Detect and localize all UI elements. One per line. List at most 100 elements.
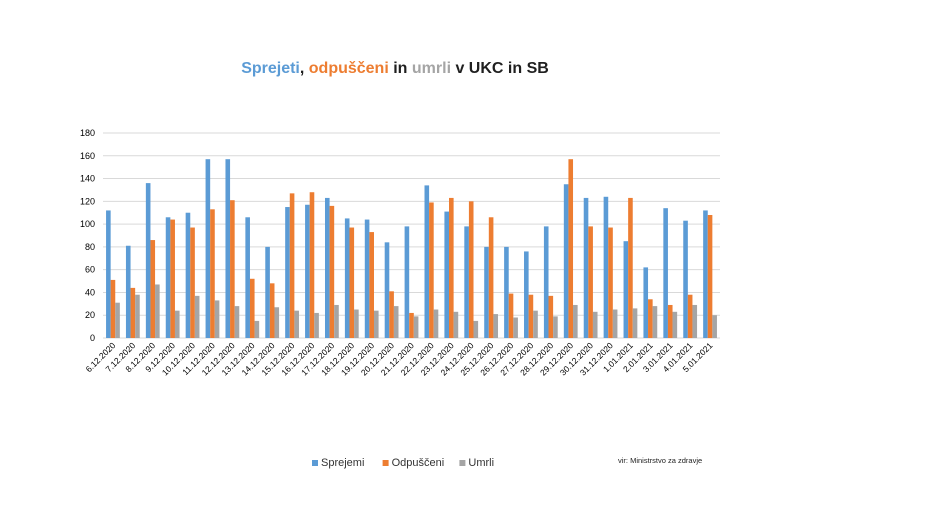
source-note: vir: Ministrstvo za zdravje	[618, 456, 702, 465]
bar-umrli	[533, 310, 538, 338]
bar-sprejemi	[265, 246, 270, 338]
bar-umrli	[573, 304, 578, 338]
bar-sprejemi	[125, 245, 131, 338]
legend-swatch	[459, 460, 466, 466]
bar-umrli	[373, 310, 379, 338]
bar-sprejemi	[285, 207, 290, 338]
bar-umrli	[194, 295, 200, 338]
bar-umrli	[612, 309, 618, 338]
bar-odpueni	[608, 227, 613, 338]
bar-odpueni	[289, 193, 295, 338]
bar-umrli	[493, 314, 499, 338]
y-tick-label: 140	[80, 174, 95, 184]
bar-sprejemi	[424, 185, 430, 338]
bar-sprejemi	[583, 197, 589, 338]
bar-odpueni	[210, 209, 215, 338]
bar-odpueni	[389, 291, 394, 338]
bar-odpueni	[409, 312, 414, 338]
bar-sprejemi	[205, 159, 211, 338]
bar-sprejemi	[305, 204, 310, 338]
y-tick-label: 180	[80, 128, 95, 138]
bar-sprejemi	[245, 217, 250, 338]
bar-sprejemi	[504, 246, 509, 338]
bar-sprejemi	[225, 159, 231, 338]
bar-sprejemi	[145, 183, 151, 338]
chart-title-part: v UKC in SB	[451, 60, 549, 77]
bar-sprejemi	[484, 246, 489, 338]
bar-sprejemi	[464, 226, 469, 338]
bar-sprejemi	[683, 220, 688, 338]
bar-umrli	[712, 315, 717, 338]
bar-umrli	[174, 310, 180, 338]
bar-umrli	[214, 300, 220, 338]
bar-odpueni	[329, 205, 335, 338]
bar-odpueni	[667, 304, 673, 338]
bar-odpueni	[628, 197, 633, 338]
bar-odpueni	[707, 215, 713, 338]
bars	[106, 159, 717, 338]
bar-sprejemi	[324, 197, 330, 338]
bar-umrli	[692, 304, 698, 338]
bar-umrli	[254, 320, 260, 338]
y-tick-label: 80	[85, 242, 95, 252]
bar-umrli	[354, 309, 359, 338]
bar-sprejemi	[344, 218, 350, 338]
bar-odpueni	[269, 283, 275, 338]
bar-sprejemi	[663, 208, 668, 338]
bar-odpueni	[309, 192, 315, 338]
bar-odpueni	[548, 295, 554, 338]
bar-odpueni	[349, 227, 355, 338]
bar-umrli	[115, 302, 120, 338]
bar-odpueni	[150, 240, 156, 338]
legend-label: Umrli	[468, 457, 494, 469]
bar-umrli	[234, 306, 240, 338]
bar-odpueni	[429, 202, 434, 338]
bar-umrli	[473, 320, 479, 338]
bar-umrli	[513, 317, 518, 338]
chart-title-part: Sprejeti	[241, 60, 300, 77]
legend-swatch	[382, 460, 389, 466]
chart-title-part: odpuščeni	[309, 60, 389, 77]
chart-title-part: in	[389, 60, 412, 77]
bar-odpueni	[568, 159, 574, 338]
legend-label: Odpuščeni	[392, 457, 445, 469]
bar-odpueni	[449, 197, 454, 338]
bar-umrli	[334, 304, 339, 338]
y-tick-label: 0	[90, 333, 95, 343]
bar-umrli	[672, 311, 678, 338]
bar-umrli	[592, 311, 598, 338]
chart-title: Sprejeti, odpuščeni in umrli v UKC in SB	[241, 60, 549, 77]
bar-umrli	[155, 284, 160, 338]
bar-sprejemi	[384, 242, 390, 338]
y-tick-label: 160	[80, 151, 95, 161]
bar-odpueni	[648, 299, 653, 338]
bar-umrli	[413, 316, 419, 338]
bar-sprejemi	[185, 212, 191, 338]
bar-odpueni	[488, 217, 494, 338]
bar-umrli	[553, 316, 558, 338]
bar-odpueni	[249, 278, 255, 338]
y-axis-ticks: 0 20 40 60 80 100 120 140 160 180	[80, 128, 95, 343]
bar-sprejemi	[623, 241, 629, 338]
x-axis-ticks: 6.12.20207.12.20208.12.20209.12.202010.1…	[84, 340, 715, 377]
bar-sprejemi	[543, 226, 549, 338]
bar-umrli	[393, 306, 399, 338]
bar-umrli	[135, 294, 140, 338]
legend-swatch	[312, 460, 318, 466]
bar-odpueni	[468, 201, 474, 338]
bar-odpueni	[230, 200, 235, 338]
bar-odpueni	[588, 226, 593, 338]
bar-sprejemi	[106, 210, 111, 338]
bar-sprejemi	[563, 184, 569, 338]
bar-sprejemi	[643, 267, 649, 338]
y-tick-label: 100	[80, 219, 95, 229]
bar-umrli	[453, 311, 459, 338]
bar-odpueni	[190, 227, 195, 338]
chart-title-part: umrli	[412, 60, 451, 77]
bar-odpueni	[508, 293, 514, 338]
y-tick-label: 40	[85, 287, 95, 297]
bar-odpueni	[170, 219, 175, 338]
bar-umrli	[274, 307, 280, 338]
bar-sprejemi	[703, 210, 708, 338]
